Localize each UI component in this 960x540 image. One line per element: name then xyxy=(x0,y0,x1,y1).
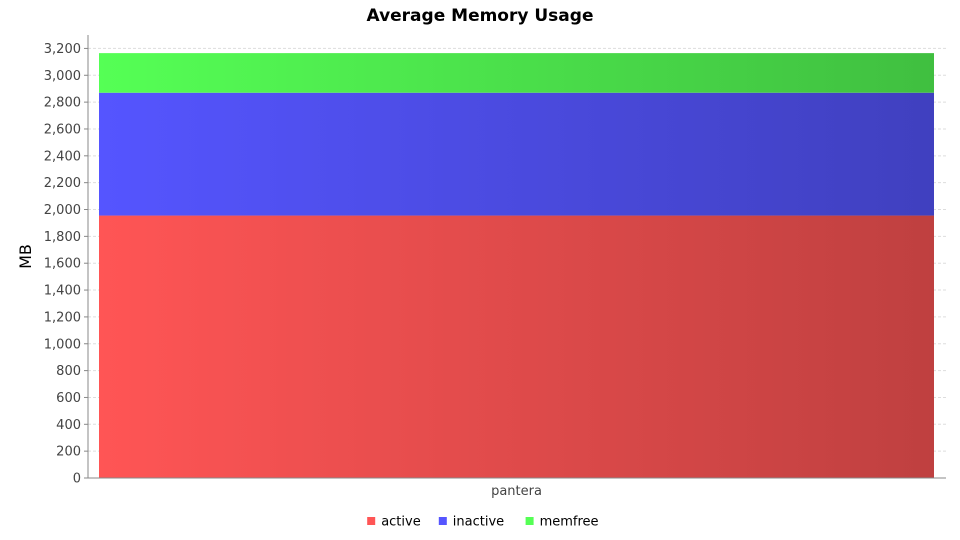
y-tick-label: 1,800 xyxy=(44,230,81,245)
y-tick-label: 400 xyxy=(56,418,81,433)
bar-segments xyxy=(99,53,934,478)
legend-label-inactive: inactive xyxy=(453,515,504,530)
bar-segment-active xyxy=(99,215,934,478)
bar-segment-inactive xyxy=(99,92,934,216)
chart-title: Average Memory Usage xyxy=(366,6,594,26)
y-tick-label: 3,000 xyxy=(44,69,81,84)
x-category-label: pantera xyxy=(491,484,542,499)
bar-segment-memfree xyxy=(99,53,934,93)
axes: 0 200 400 600 800 1,000 1,200 1,400 1,600 1,800 2,… xyxy=(16,35,946,499)
y-tick-label: 3,200 xyxy=(44,42,81,57)
legend-swatch-active xyxy=(367,517,376,525)
y-tick-label: 800 xyxy=(56,364,81,379)
y-tick-label: 1,400 xyxy=(44,284,81,299)
y-tick-label: 1,200 xyxy=(44,310,81,325)
y-tick-label: 0 xyxy=(73,472,81,487)
legend-label-active: active xyxy=(381,515,421,530)
y-tick-label: 2,200 xyxy=(44,176,81,191)
y-tick-label: 2,600 xyxy=(44,122,81,137)
y-tick-label: 1,600 xyxy=(44,257,81,272)
y-tick-label: 2,800 xyxy=(44,96,81,111)
y-tick-label: 200 xyxy=(56,445,81,460)
legend-swatch-memfree xyxy=(525,517,534,525)
y-tick-label: 2,000 xyxy=(44,203,81,218)
legend: active inactive memfree xyxy=(367,515,599,530)
legend-swatch-inactive xyxy=(438,517,447,525)
legend-label-memfree: memfree xyxy=(540,515,599,530)
y-tick-label: 2,400 xyxy=(44,149,81,164)
y-axis-title: MB xyxy=(16,244,35,269)
y-tick-label: 1,000 xyxy=(44,337,81,352)
y-tick-label: 600 xyxy=(56,391,81,406)
